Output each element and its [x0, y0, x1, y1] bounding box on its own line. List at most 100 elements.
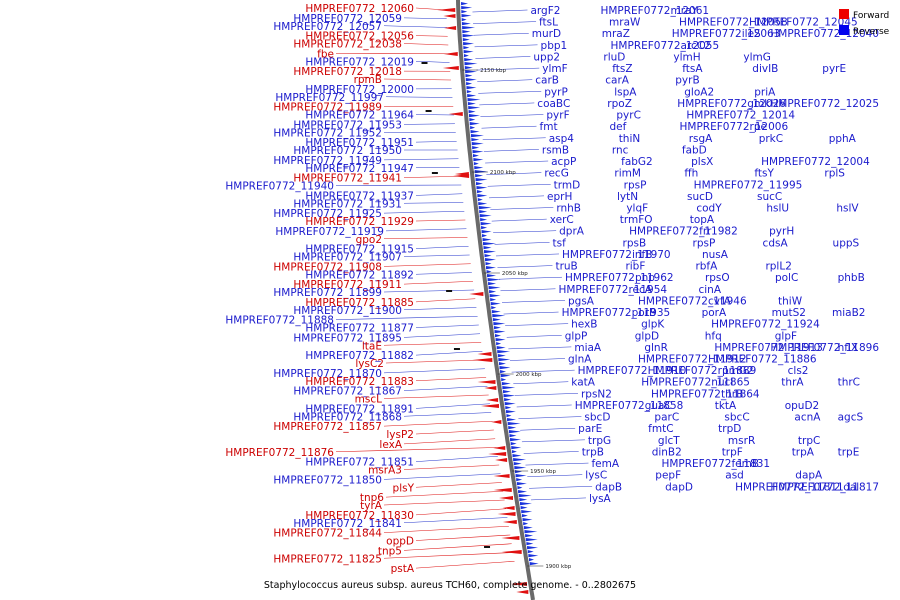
right-gene-label: phbB	[838, 272, 865, 284]
reverse-feature	[495, 334, 502, 338]
reverse-feature	[480, 218, 488, 222]
right-gene-label: lysA	[589, 493, 612, 505]
tick-label: 2000 kbp	[516, 372, 542, 378]
right-gene-label: carB	[535, 75, 559, 87]
right-gene-label: arcC2	[681, 40, 711, 52]
right-gene-label: dapD	[665, 481, 693, 493]
reverse-feature	[468, 106, 481, 110]
genome-backbone	[456, 0, 535, 600]
right-gene-label: fmt	[540, 121, 558, 133]
reverse-feature	[476, 186, 488, 190]
reverse-feature	[505, 410, 516, 414]
right-gene-label: rpsB	[623, 237, 647, 249]
right-gene-label: trpF	[722, 446, 743, 458]
left-gene-label: HMPREF0772_11911	[293, 279, 402, 291]
right-gene-label: sbcC	[724, 412, 749, 424]
left-gene-label: lysP2	[386, 429, 414, 441]
right-gene-label: lytN	[617, 191, 638, 203]
right-gene-label: cvfA	[708, 295, 732, 307]
right-gene-label: pbp1	[541, 40, 568, 52]
reverse-feature	[461, 10, 468, 14]
left-gene-label: HMPREF0772_11900	[293, 305, 402, 317]
right-gene-label: cdsA	[763, 237, 789, 249]
reverse-feature	[479, 214, 492, 218]
reverse-feature	[498, 358, 511, 362]
left-gene-label: HMPREF0772_11908	[273, 261, 382, 273]
left-gene-label: ltaE	[362, 340, 382, 352]
reverse-feature	[463, 46, 470, 50]
right-gene-label: thrA	[781, 377, 804, 389]
left-gene-label: HMPREF0772_11868	[293, 411, 402, 423]
right-leader-line	[521, 439, 585, 443]
right-leader-line	[481, 125, 537, 129]
right-leader-line	[495, 253, 560, 257]
forward-feature	[437, 8, 456, 12]
right-leader-line	[488, 195, 545, 199]
right-gene-label: HMPREF0772_12025	[770, 98, 879, 110]
right-gene-label: miaA	[574, 342, 602, 354]
right-gene-label: HMPREF0772_11912	[638, 354, 747, 366]
reverse-feature	[467, 98, 481, 102]
right-gene-label: hslV	[836, 202, 859, 214]
left-gene-label: HMPREF0772_12056	[305, 31, 414, 43]
left-leader-line	[415, 60, 450, 63]
left-gene-label: HMPREF0772_11877	[305, 323, 414, 335]
left-leader-line	[383, 263, 471, 267]
left-gene-label: HMPREF0772_12000	[305, 84, 414, 96]
right-leader-line	[487, 184, 551, 187]
reverse-feature	[523, 522, 529, 526]
reverse-feature	[479, 210, 488, 214]
reverse-feature	[468, 110, 476, 114]
left-gene-label: HMPREF0772_11949	[273, 155, 382, 167]
right-gene-label: recG	[544, 168, 568, 180]
legend-forward-swatch	[839, 9, 849, 19]
forward-feature	[453, 174, 470, 178]
left-leader-line	[403, 254, 470, 257]
right-gene-label: parE	[578, 423, 602, 435]
left-leader-line	[403, 307, 477, 311]
right-gene-label: ylmG	[743, 51, 771, 63]
left-gene-label: HMPREF0772_12060	[305, 3, 414, 15]
forward-feature	[477, 352, 492, 356]
forward-feature	[448, 112, 463, 116]
left-leader-line	[415, 534, 511, 541]
left-gene-label: HMPREF0772_11867	[293, 386, 402, 398]
right-gene-label: uppS	[833, 237, 860, 249]
reverse-feature	[495, 338, 506, 342]
right-leader-line	[494, 242, 550, 245]
left-gene-label: HMPREF0772_11997	[275, 92, 384, 104]
right-gene-label: acnA	[794, 412, 821, 424]
forward-feature	[477, 380, 496, 384]
reverse-feature	[470, 134, 484, 138]
reverse-feature	[486, 266, 497, 270]
right-gene-label: ylqF	[626, 202, 648, 214]
right-gene-label: katA	[571, 377, 595, 389]
left-gene-label: HMPREF0772_11950	[293, 145, 402, 157]
right-gene-label: msrR	[728, 435, 755, 447]
reverse-feature	[466, 86, 477, 90]
legend-reverse-swatch	[839, 25, 849, 35]
right-leader-line	[529, 486, 593, 489]
feature-marker	[453, 348, 460, 350]
reverse-feature	[519, 498, 528, 502]
right-gene-label: argF2	[530, 5, 560, 17]
left-leader-line	[415, 298, 476, 303]
right-gene-label: gloA2	[684, 86, 714, 98]
right-gene-label: rnc	[612, 144, 629, 156]
right-gene-label: nucI	[711, 377, 733, 389]
right-gene-label: trpC	[798, 435, 820, 447]
left-leader-line	[403, 175, 461, 178]
reverse-feature	[516, 482, 527, 486]
reverse-feature	[475, 178, 488, 182]
right-leader-line	[503, 311, 559, 315]
right-gene-label: porA	[702, 307, 727, 319]
right-gene-label: fabD	[682, 144, 707, 156]
right-gene-label: glpK	[641, 319, 665, 331]
right-leader-line	[523, 451, 579, 454]
right-leader-line	[527, 474, 583, 477]
forward-feature	[502, 506, 515, 510]
right-gene-label: HMPREF0772_11935	[562, 307, 671, 319]
reverse-feature	[511, 446, 522, 450]
left-leader-line	[383, 237, 468, 240]
reverse-feature	[477, 198, 483, 202]
